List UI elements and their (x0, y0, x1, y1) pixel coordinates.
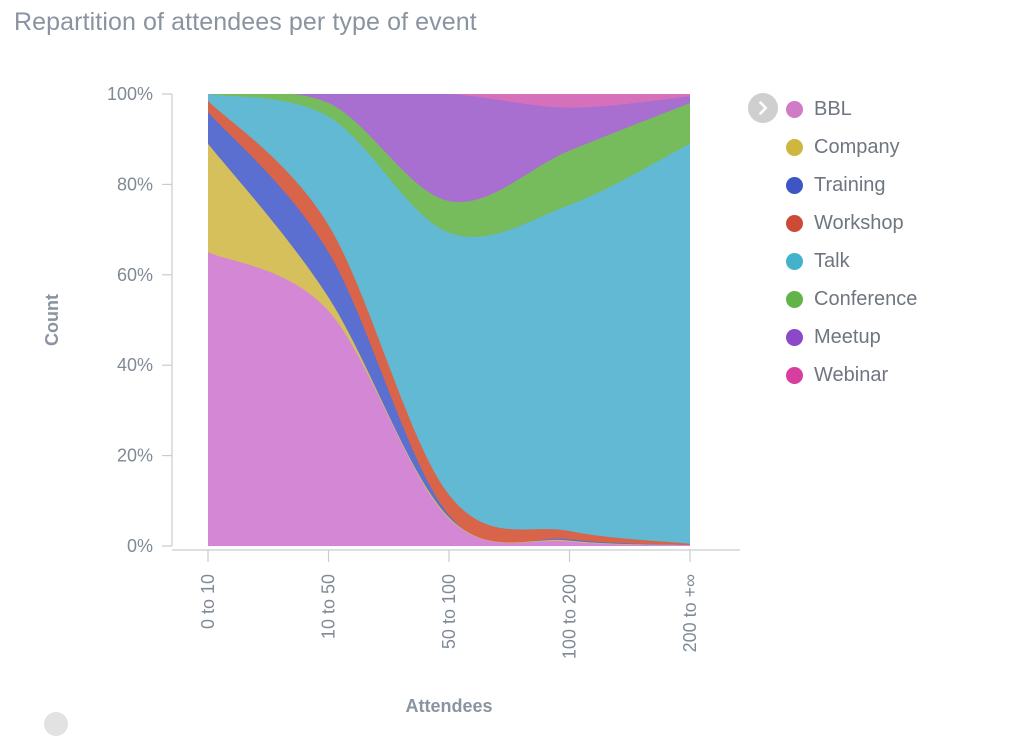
x-tick-label: 50 to 100 (439, 574, 459, 649)
legend-item-label: Webinar (814, 364, 889, 386)
legend-swatch-icon (786, 328, 803, 346)
area-band-bbl (208, 252, 690, 546)
x-tick-label: 0 to 10 (198, 574, 218, 629)
chart-axis-titles: Count Attendees (42, 294, 493, 716)
legend-swatch-icon (786, 100, 803, 118)
x-tick-label: 10 to 50 (319, 574, 339, 639)
legend-swatch-icon (786, 366, 803, 384)
legend-item-label: BBL (814, 98, 852, 120)
legend-item-training[interactable]: Training (786, 166, 1016, 204)
legend-item-label: Training (814, 174, 886, 196)
y-tick-label: 80% (117, 174, 153, 194)
legend-swatch-icon (786, 176, 803, 194)
x-tick-label: 200 to +∞ (680, 574, 700, 653)
legend-item-label: Company (814, 136, 900, 158)
y-tick-label: 40% (117, 355, 153, 375)
legend-item-label: Conference (814, 288, 918, 310)
y-tick-label: 100% (107, 84, 153, 104)
chart-axes (162, 93, 740, 562)
legend-swatch-icon (786, 214, 803, 232)
legend-next-button[interactable] (748, 93, 778, 123)
legend-item-label: Workshop (814, 212, 904, 234)
legend-swatch-icon (786, 252, 803, 270)
legend-item-bbl[interactable]: BBL (786, 90, 1016, 128)
chart-legend: BBL Company Training Workshop Talk Conference… (786, 90, 1016, 394)
x-tick-label: 100 to 200 (560, 574, 580, 659)
y-tick-label: 0% (127, 536, 153, 556)
chevron-right-icon (759, 101, 768, 115)
stacked-area-bands (208, 94, 690, 546)
y-tick-label: 20% (117, 446, 153, 466)
scroll-indicator-circle (44, 712, 68, 736)
y-tick-label: 60% (117, 265, 153, 285)
legend-swatch-icon (786, 290, 803, 308)
chart-tick-labels: 0% 20% 40% 60% 80% 100% 0 to 10 10 to 50 50 to 1… (107, 84, 700, 659)
legend-item-label: Talk (814, 250, 850, 272)
legend-item-meetup[interactable]: Meetup (786, 318, 1016, 356)
page-title: Repartition of attendees per type of eve… (14, 8, 477, 36)
legend-item-webinar[interactable]: Webinar (786, 356, 1016, 394)
x-axis-title: Attendees (405, 696, 492, 716)
legend-item-company[interactable]: Company (786, 128, 1016, 166)
legend-item-conference[interactable]: Conference (786, 280, 1016, 318)
legend-item-label: Meetup (814, 326, 881, 348)
legend-item-workshop[interactable]: Workshop (786, 204, 1016, 242)
y-axis-title: Count (42, 294, 62, 346)
legend-item-talk[interactable]: Talk (786, 242, 1016, 280)
legend-swatch-icon (786, 138, 803, 156)
